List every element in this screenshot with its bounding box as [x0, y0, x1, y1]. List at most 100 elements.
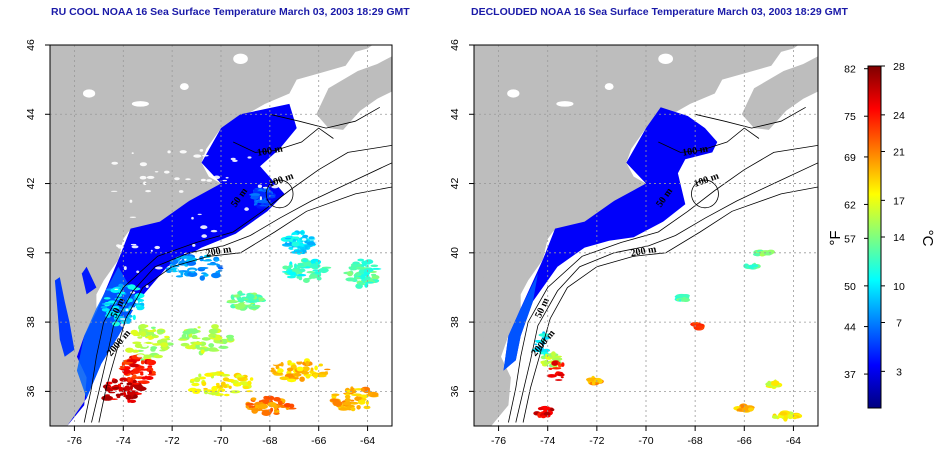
sst-pixel-patch: [779, 411, 788, 416]
cloud-speckle: [188, 368, 196, 372]
sst-pixel-patch: [543, 411, 551, 416]
sst-pixel-patch: [342, 401, 352, 406]
sst-pixel-patch: [197, 326, 201, 329]
sst-pixel-patch: [215, 382, 220, 386]
sst-pixel-patch: [695, 325, 705, 329]
nearshore-water: [76, 266, 138, 399]
sst-pixel-patch: [202, 259, 213, 262]
cloud-speckle: [237, 344, 245, 347]
sst-pixel-patch: [344, 394, 351, 399]
cloud-speckle: [312, 314, 316, 318]
sst-pixel-patch: [283, 403, 292, 408]
sst-pixel-patch: [132, 314, 136, 320]
sst-pixel-patch: [286, 367, 294, 372]
cloud-speckle: [281, 296, 288, 300]
sst-pixel-patch: [556, 373, 565, 377]
cloud-speckle: [305, 186, 312, 188]
sst-pixel-patch: [371, 267, 382, 270]
cloud-speckle: [145, 285, 149, 288]
sst-pixel-patch: [787, 413, 794, 420]
cloud-speckle: [331, 293, 340, 296]
celsius-tick-label: 10: [893, 281, 905, 293]
sst-pixel-patch: [217, 269, 223, 272]
cloud-speckle: [320, 238, 328, 241]
sst-pixel-patch: [555, 379, 563, 381]
sst-pixel-patch: [344, 393, 351, 396]
lon-tick-label: -72: [165, 435, 180, 447]
cloud-speckle: [202, 154, 209, 157]
lat-tick-label: 44: [449, 108, 461, 120]
cloud-speckle: [125, 308, 129, 312]
sst-pixel-patch: [251, 408, 263, 412]
sst-pixel-patch: [115, 393, 121, 397]
sst-pixel-patch: [259, 204, 267, 207]
sst-pixel-patch: [346, 406, 351, 410]
cloud-speckle: [130, 307, 137, 311]
sst-pixel-patch: [226, 299, 238, 303]
cloud-speckle: [218, 262, 222, 265]
sst-pixel-patch: [345, 277, 357, 282]
cloud-speckle: [136, 354, 144, 358]
cloud-speckle: [275, 258, 281, 263]
cloud-speckle: [313, 239, 319, 243]
cloud-speckle: [269, 235, 276, 240]
sst-pixel-patch: [299, 376, 305, 382]
fahrenheit-tick-label: 50: [844, 281, 856, 293]
cloud-speckle: [257, 301, 264, 304]
sst-pixel-patch: [199, 267, 209, 269]
cloud-speckle: [256, 234, 264, 239]
depth-contour: [91, 162, 392, 423]
sst-pixel-patch: [298, 276, 303, 281]
cloud-speckle: [238, 330, 245, 335]
sst-pixel-patch: [753, 252, 761, 257]
sst-pixel-patch: [247, 380, 252, 386]
sst-pixel-patch: [365, 400, 369, 406]
sst-pixel-patch: [146, 359, 153, 365]
cloud-speckle: [206, 179, 213, 182]
sst-pixel-patch: [560, 376, 564, 379]
cloud-speckle: [294, 360, 303, 362]
sst-pixel-patch: [145, 376, 154, 380]
cloud-speckle: [247, 156, 252, 159]
sst-pixel-patch: [299, 268, 306, 273]
sst-pixel-patch: [352, 261, 360, 265]
sst-pixel-patch: [151, 335, 156, 339]
sst-pixel-patch: [792, 416, 797, 420]
sst-pixel-patch: [277, 400, 283, 406]
sst-pixel-patch: [591, 381, 596, 386]
cloud-speckle: [296, 168, 305, 171]
cloud-speckle: [288, 324, 297, 327]
cloud-speckle: [130, 243, 137, 246]
chesapeake-bay: [54, 277, 75, 357]
sst-pixel-patch: [748, 407, 754, 411]
sst-pixel-patch: [147, 373, 157, 376]
sst-pixel-patch: [249, 377, 254, 381]
sst-pixel-patch: [124, 318, 132, 324]
us-coastline-land: [50, 45, 373, 426]
sst-pixel-patch: [204, 372, 214, 377]
sst-pixel-patch: [296, 273, 307, 277]
left-panel-title: RU COOL NOAA 16 Sea Surface Temperature …: [51, 6, 410, 18]
sst-pixel-patch: [164, 335, 170, 339]
cloud-speckle: [322, 256, 330, 260]
sst-pixel-patch: [212, 335, 216, 338]
inland-lake: [604, 83, 614, 91]
cloud-speckle: [164, 170, 170, 174]
sst-pixel-patch: [364, 265, 370, 267]
sst-pixel-patch: [245, 402, 255, 406]
cloud-speckle: [155, 266, 163, 270]
cloud-speckle: [240, 247, 247, 249]
lon-tick-label: -66: [737, 435, 752, 447]
cloud-speckle: [297, 332, 301, 336]
cloud-speckle: [178, 190, 184, 193]
sst-pixel-patch: [160, 342, 169, 348]
sst-pixel-patch: [208, 328, 218, 334]
lat-tick-label: 36: [449, 385, 461, 397]
sst-pixel-patch: [287, 378, 297, 383]
sst-pixel-patch: [146, 330, 156, 332]
celsius-tick-label: 3: [896, 366, 902, 378]
sst-pixel-patch: [318, 363, 323, 367]
lat-tick-label: 46: [449, 39, 461, 51]
